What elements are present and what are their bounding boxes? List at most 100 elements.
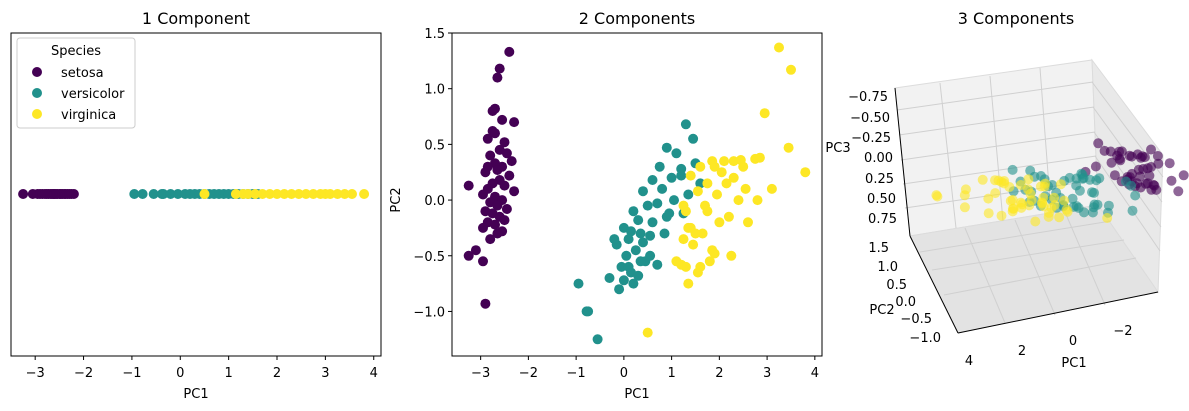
legend-label-setosa: setosa [61, 66, 104, 81]
point-virginica [740, 183, 751, 194]
point-virginica [774, 42, 784, 53]
point-setosa [492, 200, 503, 211]
point-setosa [509, 117, 520, 128]
x-tick-label: 1 [225, 366, 233, 381]
point-virginica [1049, 192, 1060, 203]
point-virginica [959, 202, 970, 213]
point-virginica [1054, 212, 1065, 223]
chart-title-1: 1 Component [142, 9, 250, 28]
point-virginica [1038, 201, 1049, 212]
x-tick-label: 4 [370, 366, 378, 381]
point-versicolor [630, 245, 641, 256]
point-virginica [800, 167, 811, 178]
point-setosa [497, 114, 508, 125]
point-setosa [1139, 152, 1150, 163]
point-versicolor [623, 234, 634, 245]
point-versicolor [1087, 187, 1097, 198]
point-setosa [1153, 158, 1164, 169]
point-virginica [359, 189, 370, 199]
point-versicolor [148, 189, 159, 199]
point-virginica [996, 177, 1007, 187]
point-setosa [478, 189, 488, 200]
point-virginica [697, 228, 708, 239]
xtick-label-3d: −2 [1113, 324, 1132, 339]
point-setosa [470, 245, 481, 256]
point-virginica [1023, 174, 1034, 185]
x-tick-label: −1 [122, 366, 141, 381]
point-virginica [692, 186, 703, 197]
point-virginica [990, 188, 1001, 199]
point-setosa [1093, 138, 1104, 149]
point-setosa [1114, 146, 1125, 157]
point-setosa [1090, 161, 1101, 172]
point-virginica [786, 64, 796, 75]
point-versicolor [647, 175, 658, 185]
point-virginica [688, 239, 699, 250]
point-versicolor [609, 234, 620, 245]
point-setosa [1106, 157, 1117, 168]
panel1-frame [10, 32, 382, 357]
point-virginica [1030, 216, 1041, 227]
point-versicolor [683, 189, 694, 200]
point-setosa [1126, 151, 1137, 162]
point-versicolor [676, 170, 687, 181]
point-virginica [704, 256, 715, 267]
x-tick-label: 2 [715, 366, 723, 381]
point-versicolor [628, 278, 639, 289]
point-virginica [339, 189, 350, 199]
point-versicolor [616, 261, 627, 272]
point-setosa [506, 156, 517, 167]
x-tick-label: −2 [74, 366, 93, 381]
point-virginica [752, 195, 763, 206]
y-axis-label-3d: PC2 [869, 303, 894, 318]
xtick-label-3d: 4 [965, 354, 973, 369]
point-setosa [482, 161, 493, 172]
point-setosa [1149, 180, 1160, 191]
point-versicolor [628, 206, 639, 217]
point-versicolor [158, 189, 169, 199]
point-versicolor [633, 270, 644, 281]
point-setosa [501, 148, 512, 159]
point-setosa [487, 106, 498, 116]
point-virginica [301, 189, 311, 199]
point-virginica [685, 170, 696, 181]
point-versicolor [592, 334, 603, 345]
point-virginica [1040, 178, 1051, 189]
point-virginica [272, 189, 282, 199]
legend-marker-setosa [32, 67, 42, 77]
point-versicolor [654, 161, 665, 172]
point-virginica [685, 222, 696, 233]
point-setosa [509, 186, 520, 197]
y-tick-label: −1.0 [413, 305, 445, 320]
point-virginica [743, 217, 753, 228]
panel1-x-axis: −3 −2 −1 0 1 2 3 4 [26, 356, 378, 381]
point-virginica [642, 327, 653, 338]
point-setosa [482, 133, 493, 144]
point-virginica [702, 206, 713, 217]
point-virginica [983, 208, 994, 219]
point-setosa [68, 189, 79, 199]
point-versicolor [621, 250, 632, 261]
point-virginica [264, 189, 275, 199]
point-versicolor [671, 148, 682, 159]
point-virginica [199, 189, 210, 199]
point-versicolor [1078, 173, 1089, 183]
z-axis-label-3d: PC3 [825, 141, 850, 156]
point-setosa [478, 222, 488, 233]
ytick-label-3d: −1.0 [909, 331, 941, 346]
point-virginica [676, 259, 687, 270]
point-setosa [1114, 153, 1125, 164]
point-setosa [1144, 170, 1155, 181]
point-virginica [1015, 180, 1026, 190]
point-versicolor [583, 306, 594, 317]
point-versicolor [573, 278, 584, 289]
point-virginica [721, 178, 732, 189]
point-virginica [1046, 202, 1057, 213]
point-virginica [308, 189, 319, 199]
ztick-label: 0.50 [867, 192, 896, 207]
point-setosa [1178, 170, 1189, 181]
y-tick-label: 1.0 [424, 83, 445, 98]
point-setosa [18, 189, 29, 199]
x-tick-label: −3 [26, 366, 45, 381]
point-versicolor [137, 189, 148, 199]
